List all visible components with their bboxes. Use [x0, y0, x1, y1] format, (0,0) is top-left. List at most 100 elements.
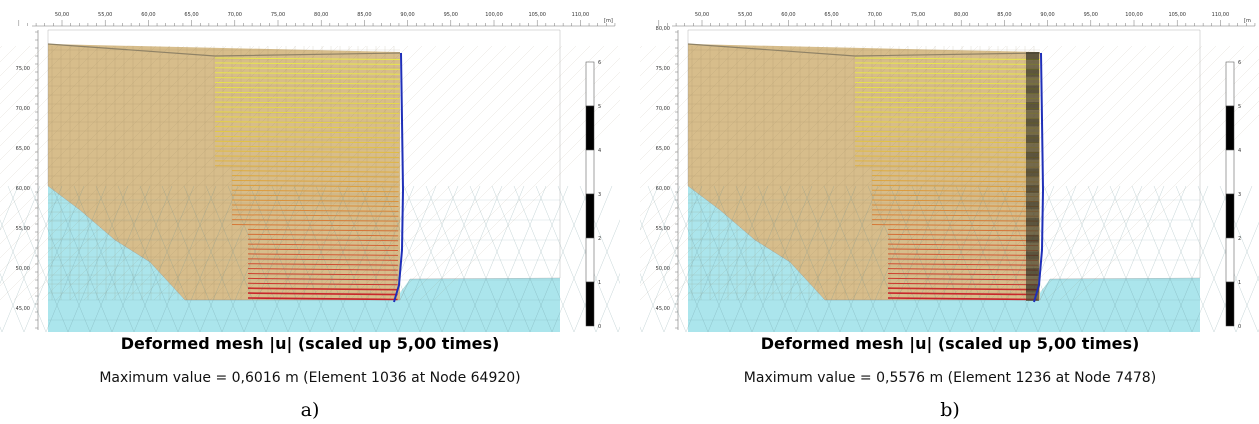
mesh-line — [0, 45, 87, 133]
mesh-line — [647, 185, 709, 333]
mesh-line — [691, 185, 753, 333]
mesh-line — [681, 45, 937, 301]
mesh-line — [640, 45, 727, 133]
facing-segment — [1026, 284, 1039, 293]
mesh-line — [640, 185, 659, 231]
panel-b: 50,00 55,00 60,00 65,00 70,00 75,00 80,00 85,00… — [640, 0, 1259, 424]
facing-segment — [1026, 209, 1039, 218]
mesh-line — [183, 185, 245, 333]
mesh-line — [349, 45, 605, 301]
y-tick-label: 75,00 — [656, 66, 670, 72]
soil-nail — [214, 116, 400, 119]
mesh-line — [1017, 58, 1259, 301]
max-value-text-a: Maximum value = 0,6016 m (Element 1036 a… — [99, 370, 521, 386]
mesh-line — [447, 185, 509, 333]
soil-nail — [247, 243, 399, 247]
mesh-line — [1131, 185, 1193, 333]
mesh-line — [640, 45, 895, 301]
facing-segment — [1026, 201, 1039, 210]
x-tick-label: 60,00 — [781, 12, 795, 18]
panel-label-a: a) — [300, 399, 320, 421]
mesh-line — [949, 185, 1011, 333]
soil-nail — [214, 86, 400, 90]
mesh-line — [849, 45, 1105, 301]
mesh-line — [0, 45, 129, 175]
mesh-line — [425, 185, 487, 333]
soil-nail — [887, 238, 1039, 242]
mesh-line — [0, 185, 19, 231]
legend-tick-label: 2 — [598, 236, 601, 242]
mesh-line — [391, 71, 620, 301]
soil-nail — [214, 150, 400, 154]
legend-tick-label: 6 — [598, 60, 601, 66]
mesh-line — [0, 45, 199, 245]
plot-title-b: Deformed mesh |u| (scaled up 5,00 times) — [760, 334, 1140, 353]
soil-nail — [887, 248, 1039, 252]
mesh-line — [663, 185, 725, 333]
mesh-line — [1, 185, 63, 333]
x-tick-label: 100,00 — [485, 12, 503, 18]
mesh-line — [0, 45, 255, 301]
soil-nail — [214, 67, 400, 70]
soil-nail — [214, 155, 400, 158]
soil-nail — [854, 116, 1040, 119]
x-tick-label: 110,00 — [572, 12, 590, 18]
y-tick-label: 50,00 — [656, 266, 670, 272]
mesh-line — [977, 185, 1039, 333]
mesh-line — [0, 45, 101, 147]
soil-nail — [871, 199, 1039, 203]
facing-segment — [1026, 151, 1039, 160]
legend-segment — [1225, 149, 1235, 195]
x-tick-label: 90,00 — [1040, 12, 1054, 18]
soil-nail — [887, 287, 1038, 291]
x-tick-label: 70,00 — [868, 12, 882, 18]
mesh-line — [1235, 275, 1259, 333]
x-axis-ruler: 50,00 55,00 60,00 65,00 70,00 75,00 80,00 85,00… — [18, 12, 616, 27]
soil-nail — [231, 179, 399, 183]
soil-nail — [871, 214, 1039, 217]
soil-nail — [247, 253, 399, 256]
legend-segment — [585, 149, 595, 195]
legend-tick-label: 0 — [598, 324, 601, 330]
facing-segment — [1026, 143, 1039, 152]
soil-nail — [854, 91, 1040, 95]
facing-segment — [1026, 60, 1039, 69]
soil-nail — [854, 150, 1040, 154]
soil-nail — [214, 96, 400, 100]
soil-nail — [214, 160, 399, 163]
facing-segment — [1026, 292, 1039, 301]
mesh-line — [279, 45, 535, 301]
mesh-line — [1015, 185, 1077, 333]
mesh-line — [1125, 185, 1187, 333]
mesh-line — [513, 185, 575, 333]
mesh-line — [640, 45, 685, 91]
mesh-line — [975, 45, 1231, 301]
mesh-line — [757, 185, 819, 333]
mesh-line — [0, 45, 241, 287]
mesh-line — [863, 45, 1119, 301]
soil-boundary — [47, 29, 561, 301]
x-tick-label: 80,00 — [314, 12, 328, 18]
facing-segment — [1026, 110, 1039, 119]
y-tick-label: 65,00 — [16, 146, 30, 152]
mesh-line — [51, 185, 113, 333]
mesh-line — [835, 45, 1091, 301]
mesh-line — [817, 185, 879, 333]
legend-tick-label: 1 — [1238, 280, 1241, 286]
legend-tick-label: 2 — [1238, 236, 1241, 242]
mesh-line — [801, 185, 863, 333]
mesh-line — [961, 45, 1217, 301]
mesh-line — [181, 45, 437, 301]
y-tick-label: 50,00 — [16, 266, 30, 272]
mesh-line — [507, 185, 569, 333]
y-tick-label: 60,00 — [16, 186, 30, 192]
soil-nail — [887, 273, 1038, 276]
mesh-line — [1191, 185, 1253, 333]
soil-nail — [247, 233, 399, 237]
mesh-line — [640, 45, 825, 231]
soil-nail — [854, 140, 1040, 144]
mesh-line — [640, 326, 643, 333]
mesh-line — [640, 273, 665, 333]
mesh-line — [405, 85, 620, 301]
mesh-line — [381, 185, 443, 333]
